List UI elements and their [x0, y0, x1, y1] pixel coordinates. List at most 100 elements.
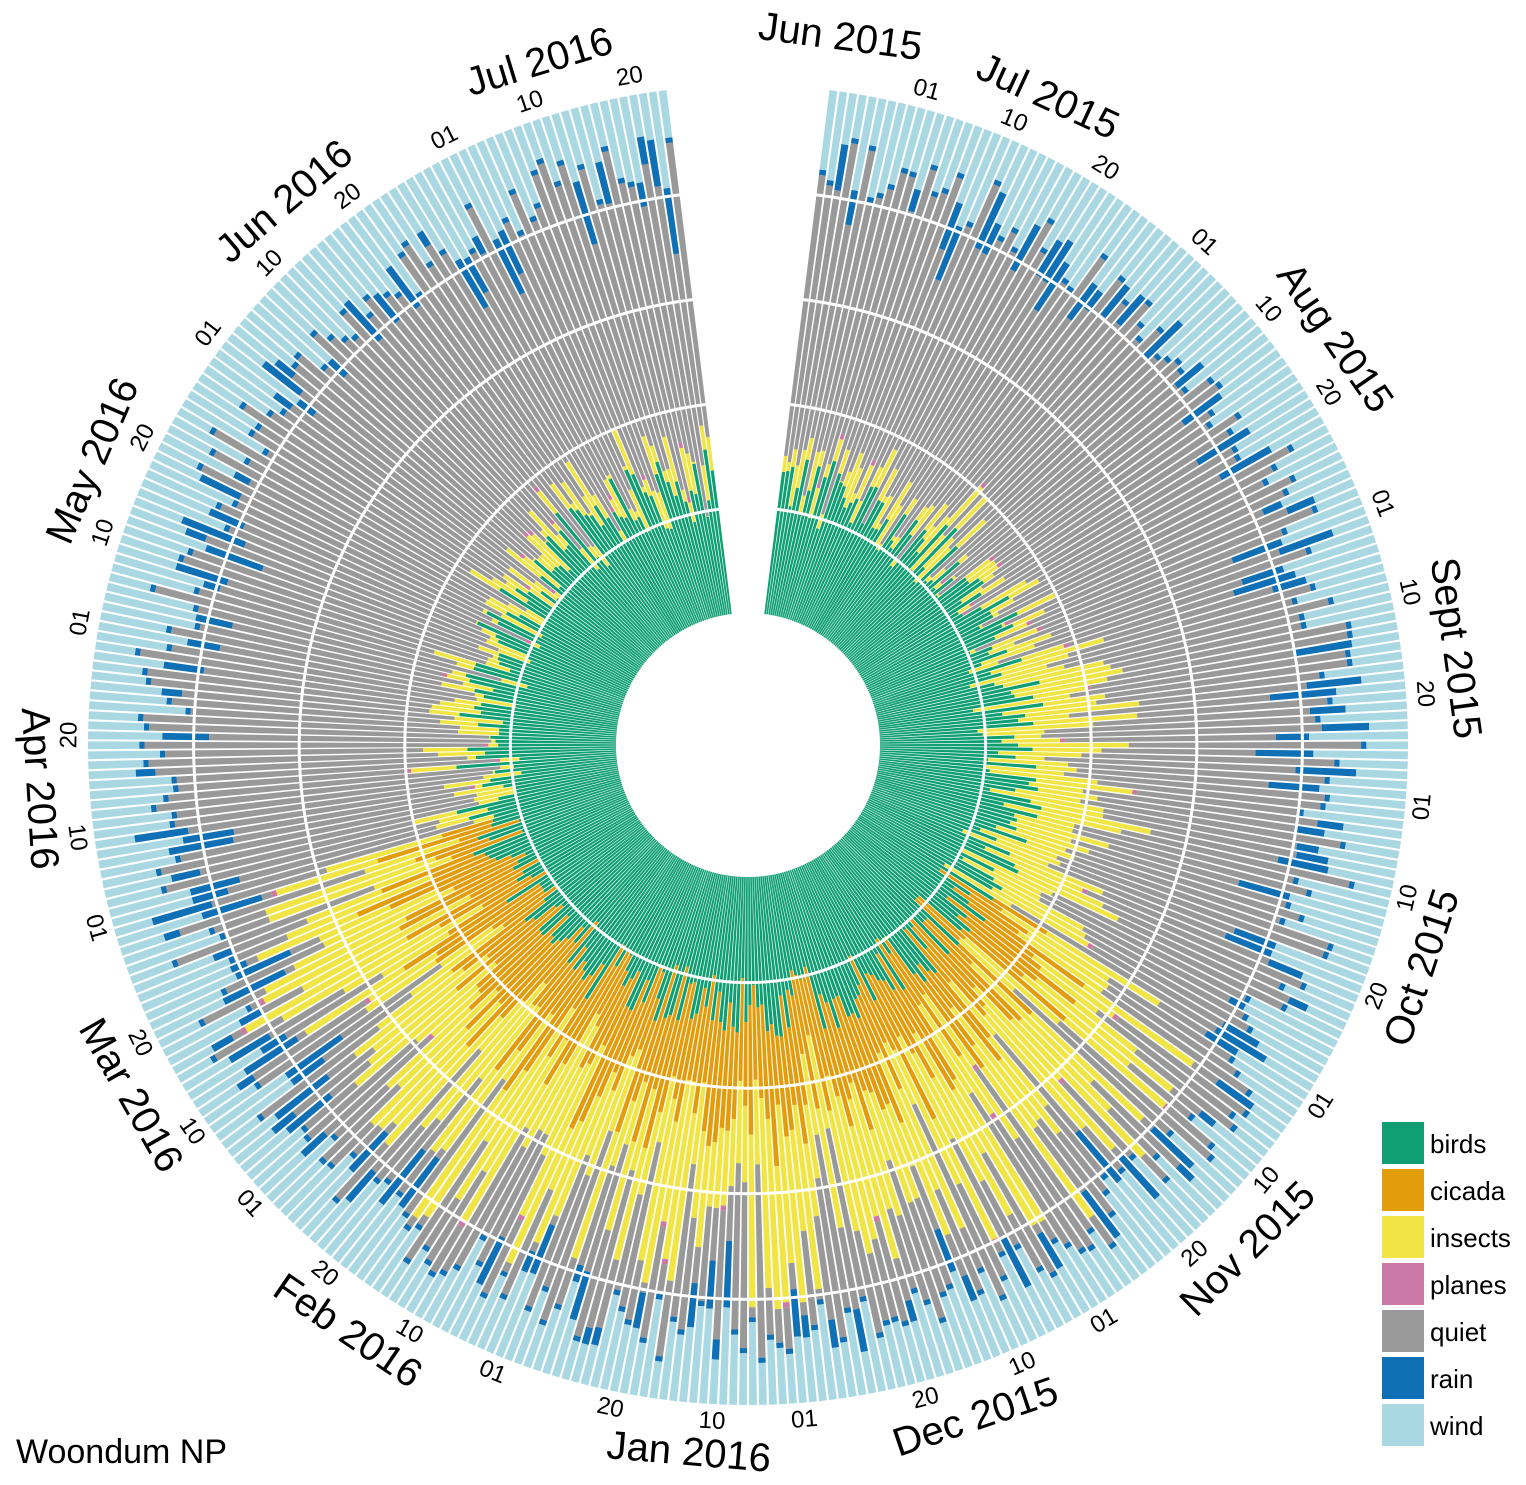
bar-segment-rain — [245, 1004, 253, 1013]
bar-segment-insects — [521, 1013, 600, 1149]
bar-segment-quiet — [907, 1201, 946, 1293]
bar-segment-cicada — [848, 955, 897, 1051]
bar-segment-insects — [492, 655, 499, 660]
bar-segment-quiet — [1097, 796, 1295, 832]
bar-segment-birds — [847, 561, 961, 660]
bar-segment-planes — [494, 758, 501, 762]
bar-segment-rain — [159, 750, 166, 758]
bar-segment-wind — [1246, 1015, 1329, 1066]
bar-segment-wind — [1200, 318, 1257, 367]
bar-segment-insects — [502, 1013, 554, 1082]
bar-segment-rain — [155, 868, 163, 877]
bar-segment-quiet — [227, 820, 475, 894]
bar-segment-rain — [576, 163, 585, 171]
bar-segment-rain — [1214, 380, 1224, 390]
bar-segment-birds — [641, 866, 699, 1003]
bar-segment-birds — [837, 568, 913, 650]
bar-segment-rain — [776, 1342, 784, 1349]
bar-segment-wind — [1309, 731, 1408, 740]
bar-segment-rain — [340, 335, 350, 344]
bar-segment-insects — [392, 1043, 470, 1126]
bar-segment-rain — [938, 201, 963, 251]
bar-segment-insects — [1010, 668, 1123, 695]
bar-segment-cicada — [435, 886, 544, 964]
month-label: Oct 2015 — [1375, 884, 1468, 1052]
bar-segment-wind — [1349, 641, 1401, 657]
bar-segment-birds — [490, 735, 617, 742]
legend-swatch-wind — [1382, 1404, 1424, 1446]
bar-segment-quiet — [260, 1025, 381, 1119]
bar-segment-wind — [221, 341, 301, 405]
bar-segment-insects — [720, 1130, 730, 1206]
bar-segment-cicada — [657, 983, 693, 1113]
bar-segment-quiet — [1051, 892, 1284, 1010]
bar-segment-insects — [481, 627, 497, 638]
bar-segment-rain — [845, 189, 859, 226]
bar-segment-birds — [568, 507, 670, 640]
bar-segment-wind — [192, 382, 259, 429]
bar-segment-insects — [1025, 840, 1075, 861]
bar-segment-cicada — [857, 984, 887, 1044]
bar-segment-cicada — [882, 936, 926, 996]
bar-segment-cicada — [579, 1009, 633, 1123]
bar-segment-rain — [706, 1260, 716, 1309]
bar-segment-quiet — [178, 869, 366, 936]
bar-segment-wind — [172, 1045, 215, 1075]
bar-segment-birds — [789, 869, 836, 1000]
bar-segment-wind — [860, 1300, 887, 1392]
bar-segment-quiet — [997, 465, 1274, 615]
bar-segment-insects — [736, 1080, 743, 1164]
bar-segment-wind — [932, 118, 964, 193]
bar-segment-rain — [1267, 958, 1304, 980]
bar-segment-insects — [409, 924, 505, 997]
bar-segment-rain — [163, 929, 182, 942]
bar-segment-quiet — [992, 1116, 1084, 1251]
bar-segment-wind — [253, 1137, 308, 1188]
bar-segment-birds — [544, 620, 636, 678]
bar-segment-birds — [541, 833, 652, 936]
bar-segment-rain — [1075, 1129, 1123, 1184]
bar-segment-birds — [516, 811, 635, 882]
bar-segment-insects — [411, 765, 457, 773]
bar-segment-cicada — [687, 987, 707, 1081]
bar-segment-cicada — [469, 857, 541, 899]
bar-segment-planes — [609, 506, 615, 513]
bar-segment-quiet — [1100, 989, 1249, 1095]
bar-segment-wind — [570, 107, 603, 201]
bar-segment-quiet — [483, 290, 612, 508]
bar-segment-birds — [866, 611, 1018, 688]
bar-segment-insects — [748, 1134, 756, 1308]
bar-segment-wind — [332, 1201, 384, 1263]
bar-segment-wind — [1360, 671, 1405, 684]
bar-segment-quiet — [230, 918, 309, 955]
bar-segment-insects — [430, 990, 482, 1038]
bar-segment-wind — [153, 451, 203, 481]
bar-segment-quiet — [640, 1226, 666, 1339]
bar-segment-quiet — [343, 373, 543, 557]
bar-segment-insects — [451, 670, 467, 677]
bar-segment-insects — [881, 495, 889, 504]
bar-segment-birds — [512, 806, 632, 871]
bar-segment-quiet — [774, 1308, 784, 1343]
bar-segment-birds — [870, 646, 993, 697]
bar-segment-cicada — [516, 960, 587, 1052]
bar-segment-insects — [973, 986, 1062, 1081]
bar-segment-birds — [477, 787, 624, 841]
bar-segment-rain — [162, 732, 210, 741]
bar-segment-cicada — [521, 941, 576, 1002]
bar-segment-insects — [875, 523, 882, 530]
bar-segment-quiet — [174, 785, 445, 828]
bar-segment-insects — [456, 661, 475, 670]
bar-segment-insects — [483, 1007, 576, 1143]
bar-segment-quiet — [1072, 828, 1308, 896]
bar-segment-birds — [480, 702, 618, 726]
bar-segment-quiet — [859, 278, 941, 469]
bar-segment-birds — [486, 610, 631, 686]
bar-segment-quiet — [537, 162, 660, 493]
bar-segment-quiet — [993, 1033, 1080, 1134]
bar-segment-quiet — [283, 410, 527, 588]
bar-segment-birds — [561, 830, 649, 907]
bar-segment-rain — [162, 794, 169, 803]
bar-segment-rain — [1361, 741, 1367, 749]
bar-segment-rain — [160, 885, 168, 894]
